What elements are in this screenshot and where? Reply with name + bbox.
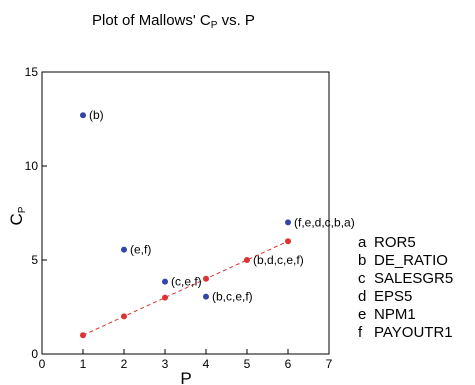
- model-point: [203, 293, 209, 300]
- model-point-label: (c,e,f): [171, 275, 202, 289]
- x-tick-label: 6: [285, 357, 292, 371]
- legend-key: d: [358, 288, 366, 305]
- model-points-series: (b) (e,f) (c,e,f) (b,c,e,f) (f,e,d,c,b,a): [80, 108, 355, 304]
- chart-title: Plot of Mallows' CP vs. P: [92, 12, 255, 31]
- model-point: [162, 278, 168, 285]
- legend-key: b: [358, 252, 366, 269]
- model-point: [121, 246, 127, 253]
- model-point-label: (b): [89, 108, 104, 122]
- x-tick-label: 2: [121, 357, 128, 371]
- y-tick-label: 0: [31, 347, 38, 361]
- reference-point: [203, 275, 209, 282]
- x-axis-label: P: [180, 369, 191, 385]
- legend-entry: PAYOUTR1: [374, 324, 453, 341]
- y-axis-label: CP: [7, 206, 28, 225]
- reference-line: [82, 240, 289, 336]
- legend-key: a: [358, 234, 367, 251]
- x-tick-label: 4: [203, 357, 210, 371]
- x-tick-label: 3: [162, 357, 169, 371]
- legend-key: f: [358, 324, 363, 341]
- reference-point: [285, 238, 291, 245]
- y-axis-label-main: C: [7, 213, 26, 225]
- legend-key: c: [358, 270, 366, 287]
- model-point: [285, 219, 291, 226]
- y-axis: 0 5 10 15: [25, 65, 47, 361]
- reference-point: [162, 294, 168, 301]
- chart-title-tail: vs. P: [217, 12, 255, 29]
- legend-entry: DE_RATIO: [374, 252, 448, 269]
- y-axis-label-subscript: P: [17, 206, 28, 213]
- model-point-label: (e,f): [130, 243, 151, 257]
- reference-point: [244, 257, 250, 263]
- plot-frame: [41, 71, 330, 355]
- chart-title-subscript: P: [211, 20, 218, 31]
- x-tick-label: 0: [39, 357, 46, 371]
- legend-entry: SALESGR5: [374, 270, 453, 287]
- model-point: [80, 112, 86, 119]
- reference-point: [121, 313, 127, 320]
- chart-title-main: Plot of Mallows' C: [92, 12, 211, 29]
- legend-key: e: [358, 306, 366, 323]
- model-point-label: (b,c,e,f): [212, 290, 253, 304]
- x-axis: 0 1 2 3 4 5 6 7: [39, 349, 333, 371]
- reference-point: [80, 332, 86, 339]
- x-tick-label: 5: [244, 357, 251, 371]
- x-tick-label: 7: [326, 357, 333, 371]
- legend-entry: EPS5: [374, 288, 412, 305]
- legend-entry: ROR5: [374, 234, 416, 251]
- x-tick-label: 1: [80, 357, 87, 371]
- reference-point-label: (b,d,c,e,f): [253, 253, 304, 267]
- y-tick-label: 15: [25, 65, 39, 79]
- legend-entry: NPM1: [374, 306, 416, 323]
- y-tick-label: 10: [25, 159, 39, 173]
- model-point-label: (f,e,d,c,b,a): [294, 215, 355, 229]
- y-tick-label: 5: [31, 253, 38, 267]
- reference-line-series: (b,d,c,e,f): [80, 238, 304, 339]
